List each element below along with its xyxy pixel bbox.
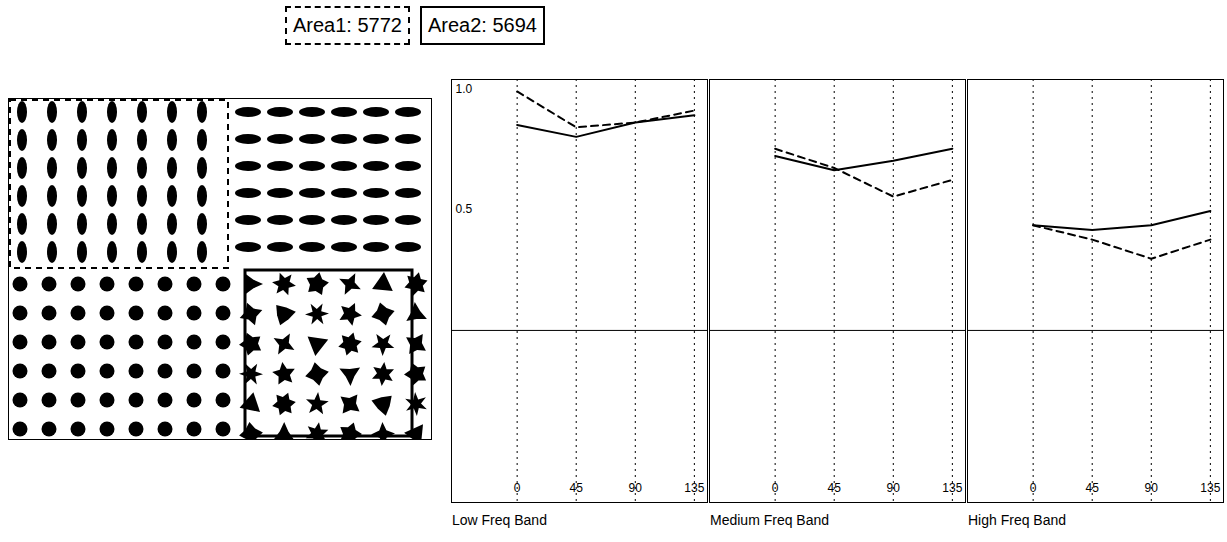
svg-text:45: 45 xyxy=(828,481,842,495)
html-text:High Freq Band: High Freq Band xyxy=(968,512,1067,528)
html-text:Low Freq Band: Low Freq Band xyxy=(452,512,547,528)
svg-text:0: 0 xyxy=(1030,481,1037,495)
html-text:Area2: 5694: Area2: 5694 xyxy=(428,14,537,36)
svg-text:135: 135 xyxy=(942,481,962,495)
svg-text:45: 45 xyxy=(1086,481,1100,495)
svg-text:135: 135 xyxy=(1200,481,1220,495)
html-text:Area1: 5772: Area1: 5772 xyxy=(293,14,402,36)
svg-text:135: 135 xyxy=(684,481,704,495)
html-text:Medium Freq Band: Medium Freq Band xyxy=(710,512,830,528)
svg-text:90: 90 xyxy=(887,481,901,495)
svg-text:0: 0 xyxy=(514,481,521,495)
svg-text:1.0: 1.0 xyxy=(456,82,473,96)
svg-text:90: 90 xyxy=(629,481,643,495)
svg-text:0.5: 0.5 xyxy=(456,202,473,216)
svg-text:45: 45 xyxy=(570,481,584,495)
svg-text:0: 0 xyxy=(772,481,779,495)
svg-text:90: 90 xyxy=(1145,481,1159,495)
